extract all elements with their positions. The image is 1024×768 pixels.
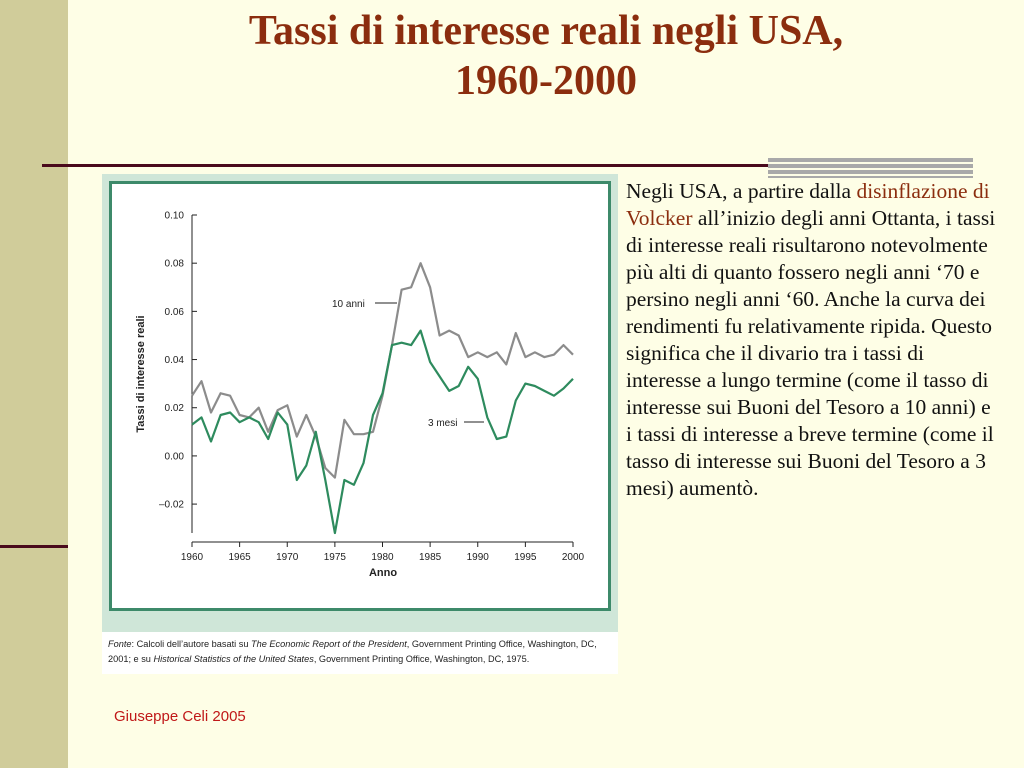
left-decor-band: [0, 0, 68, 768]
y-tick-label: 0.08: [165, 259, 185, 270]
y-tick-label: 0.02: [165, 403, 185, 414]
y-tick-label: 0.04: [165, 355, 185, 366]
left-decor-rule: [0, 545, 68, 548]
chart: –0.02 0.00 0.02 0.04 0.06 0.08 0.10 1960 1965 197…: [135, 211, 585, 580]
slide-body-text: Negli USA, a partire dalla disinflazione…: [626, 178, 996, 502]
source-text-3: , Government Printing Office, Washington…: [313, 654, 530, 664]
body-text-pre: Negli USA, a partire dalla: [626, 179, 857, 203]
corner-decor-bars: [768, 158, 973, 178]
chart-source-note: Fonte: Calcoli dell’autore basati su The…: [108, 637, 614, 667]
body-text-post: all’inizio degli anni Ottanta, i tassi d…: [626, 206, 996, 500]
title-divider: [42, 164, 972, 167]
chart-frame: –0.02 0.00 0.02 0.04 0.06 0.08 0.10 1960 1965 197…: [102, 174, 618, 632]
x-tick-label: 1985: [419, 552, 442, 563]
title-line-1: Tassi di interesse reali negli USA,: [248, 8, 844, 54]
chart-figure: –0.02 0.00 0.02 0.04 0.06 0.08 0.10 1960 1965 197…: [102, 174, 618, 674]
y-tick-label: 0.06: [165, 307, 185, 318]
source-title-1: The Economic Report of the President: [251, 639, 407, 649]
source-fonte: Fonte: [108, 639, 132, 649]
body-highlight-volcker: disinflazione di Volcker: [626, 179, 990, 230]
x-tick-label: 1965: [229, 552, 252, 563]
x-tick-label: 1990: [467, 552, 490, 563]
slide-footer: Giuseppe Celi 2005: [114, 708, 246, 725]
chart-panel: –0.02 0.00 0.02 0.04 0.06 0.08 0.10 1960 1965 197…: [109, 181, 611, 611]
x-tick-label: 1975: [324, 552, 347, 563]
source-title-2: Historical Statistics of the United Stat…: [153, 654, 314, 664]
series-line-3-mesi: [191, 329, 574, 535]
source-text-1: : Calcoli dell’autore basati su: [131, 639, 252, 649]
x-tick-label: 1995: [514, 552, 537, 563]
y-tick-label: –0.02: [159, 500, 184, 511]
series-label-10-anni: 10 anni: [332, 299, 365, 310]
x-tick-label: 2000: [562, 552, 585, 563]
x-tick-label: 1970: [276, 552, 299, 563]
series-line-10-anni: [191, 262, 574, 479]
title-line-2: 1960-2000: [455, 58, 637, 104]
y-axis-label: Tassi di interesse reali: [135, 315, 147, 432]
slide-title: Tassi di interesse reali negli USA, 1960…: [68, 6, 1024, 106]
x-tick-label: 1960: [181, 552, 204, 563]
y-tick-label: 0.10: [165, 211, 185, 222]
x-axis-label: Anno: [369, 567, 397, 579]
source-text-2: , Government Printing Office, Washington…: [108, 639, 597, 664]
x-tick-label: 1980: [371, 552, 394, 563]
y-tick-label: 0.00: [165, 451, 185, 462]
series-label-3-mesi: 3 mesi: [428, 418, 457, 429]
